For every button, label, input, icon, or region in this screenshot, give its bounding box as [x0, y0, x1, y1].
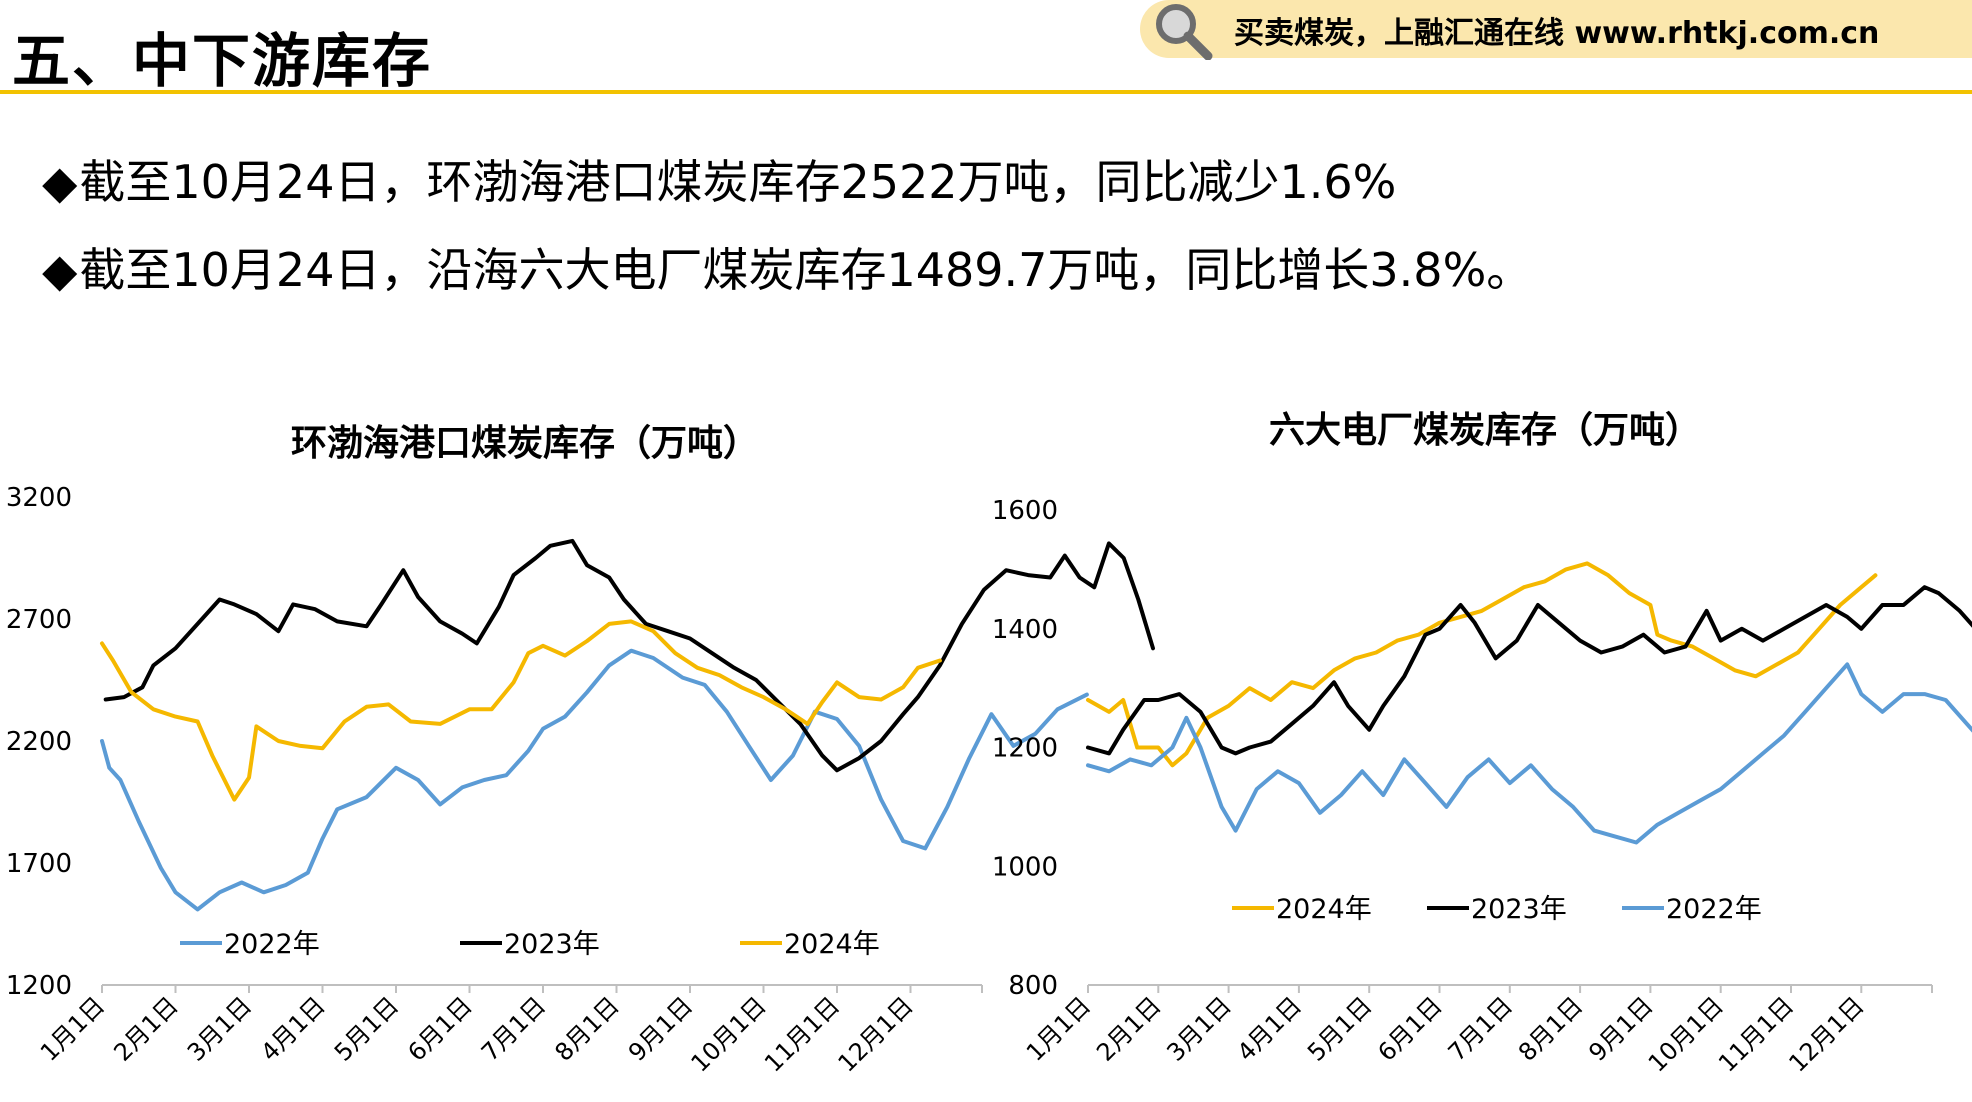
- x-tick-label: 5月1日: [1302, 991, 1377, 1066]
- x-tick-label: 8月1日: [1513, 991, 1588, 1066]
- legend-label: 2022年: [1666, 894, 1762, 925]
- chart-2: 六大电厂煤炭库存（万吨） 800 1000 1200 1400 1600 1月1日2月1日3…: [992, 410, 1972, 1078]
- series-line-2024年: [1086, 561, 1878, 768]
- legend-label: 2024年: [1276, 894, 1372, 925]
- bullet-item: ◆截至10月24日，沿海六大电厂煤炭库存1489.7万吨，同比增长3.8%。: [42, 234, 1532, 300]
- x-tick-label: 10月1日: [1643, 991, 1729, 1077]
- series-line-2023年: [1086, 585, 1972, 756]
- x-tick-label: 3月1日: [182, 991, 257, 1066]
- series-line-2024年: [100, 619, 942, 802]
- bullet-text: 截至10月24日，环渤海港口煤炭库存2522万吨，同比减少1.6%: [79, 155, 1397, 209]
- x-tick-label: 7月1日: [476, 991, 551, 1066]
- x-tick-label: 5月1日: [329, 991, 404, 1066]
- title-underline: [0, 90, 1972, 94]
- y-tick-label: 3200: [6, 483, 72, 513]
- diamond-bullet-icon: ◆: [42, 243, 78, 297]
- page-title: 五、中下游库存: [12, 27, 433, 95]
- search-banner[interactable]: 买卖煤炭，上融汇通在线 www.rhtkj.com.cn: [1140, 0, 1972, 60]
- search-icon[interactable]: [1152, 2, 1214, 60]
- legend-label: 2022年: [224, 929, 320, 960]
- series-line-2022年: [100, 648, 1089, 912]
- legend-label: 2023年: [504, 929, 600, 960]
- y-tick-label: 1000: [992, 852, 1058, 882]
- bullet-item: ◆截至10月24日，环渤海港口煤炭库存2522万吨，同比减少1.6%: [42, 146, 1396, 212]
- x-tick-label: 8月1日: [549, 991, 624, 1066]
- x-tick-label: 3月1日: [1162, 991, 1237, 1066]
- banner-text[interactable]: 买卖煤炭，上融汇通在线 www.rhtkj.com.cn: [1234, 16, 1880, 51]
- x-tick-label: 12月1日: [1783, 991, 1869, 1077]
- legend-label: 2024年: [784, 929, 880, 960]
- x-tick-label: 2月1日: [1091, 991, 1166, 1066]
- x-tick-label: 12月1日: [833, 991, 919, 1077]
- y-tick-label: 2700: [6, 605, 72, 635]
- x-tick-label: 6月1日: [402, 991, 477, 1066]
- y-tick-label: 1600: [992, 496, 1058, 526]
- x-tick-label: 1月1日: [1021, 991, 1096, 1066]
- chart-title: 六大电厂煤炭库存（万吨）: [1269, 410, 1701, 451]
- y-tick-label: 1700: [6, 849, 72, 879]
- series-line-2023年: [103, 538, 1155, 773]
- x-tick-label: 4月1日: [255, 991, 330, 1066]
- bullet-text: 截至10月24日，沿海六大电厂煤炭库存1489.7万吨，同比增长3.8%。: [79, 243, 1533, 297]
- x-tick-label: 11月1日: [759, 991, 845, 1077]
- x-tick-label: 2月1日: [108, 991, 183, 1066]
- legend-label: 2023年: [1471, 894, 1567, 925]
- x-tick-label: 6月1日: [1372, 991, 1447, 1066]
- series-line-2022年: [1086, 662, 1972, 845]
- x-tick-label: 7月1日: [1443, 991, 1518, 1066]
- y-tick-label: 1200: [6, 971, 72, 1001]
- x-tick-label: 11月1日: [1713, 991, 1799, 1077]
- y-tick-label: 1400: [992, 615, 1058, 645]
- x-tick-label: 10月1日: [686, 991, 772, 1077]
- chart-title: 环渤海港口煤炭库存（万吨）: [291, 423, 759, 464]
- chart-1: 环渤海港口煤炭库存（万吨）120017002200270032001月1日2月1…: [6, 423, 1155, 1078]
- x-tick-label: 4月1日: [1232, 991, 1307, 1066]
- diamond-bullet-icon: ◆: [42, 155, 78, 209]
- y-tick-label: 2200: [6, 727, 72, 757]
- y-tick-label: 800: [1008, 971, 1058, 1001]
- y-tick-label: 1200: [992, 734, 1058, 764]
- x-tick-label: 1月1日: [35, 991, 110, 1066]
